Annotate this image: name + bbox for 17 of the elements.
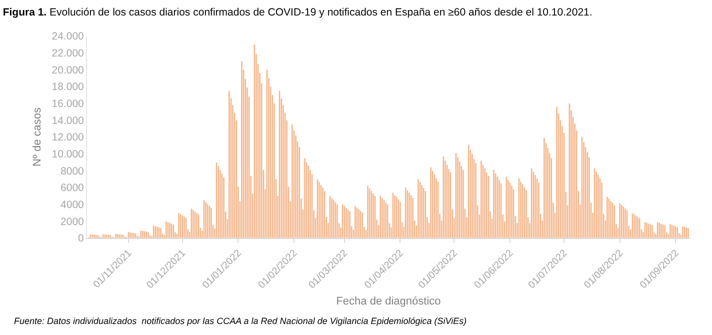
y-tick-label: 0 [78, 232, 84, 245]
y-tick-label: 12.000 [52, 132, 84, 144]
x-axis-title: Fecha de diagnóstico [336, 295, 441, 308]
y-axis-title: Nº de casos [31, 106, 44, 167]
y-tick-label: 2000 [60, 216, 84, 228]
y-tick-label: 14.000 [52, 114, 84, 127]
y-tick-label: 16.000 [52, 98, 84, 110]
y-tick-label: 20.000 [52, 64, 84, 76]
y-tick-label: 8000 [60, 165, 84, 178]
chart-title: Figura 1. Evolución de los casos diarios confirmados de COVID-19 y notificados en España en ≥60 años desde el 10.10.2021. [2, 6, 592, 19]
source-note: Fuente: Datos individualizados notificados por las CCAA a la Red Nacional de Vigilancia Epidemiológica (SiViEs) [14, 316, 467, 326]
y-tick-label: 24.000 [52, 30, 84, 43]
y-tick-label: 10.000 [52, 148, 84, 161]
y-tick-label: 6000 [60, 182, 84, 194]
y-tick-label: 18.000 [52, 81, 84, 94]
y-tick-label: 4000 [60, 199, 84, 212]
y-tick-label: 22.000 [52, 48, 84, 60]
